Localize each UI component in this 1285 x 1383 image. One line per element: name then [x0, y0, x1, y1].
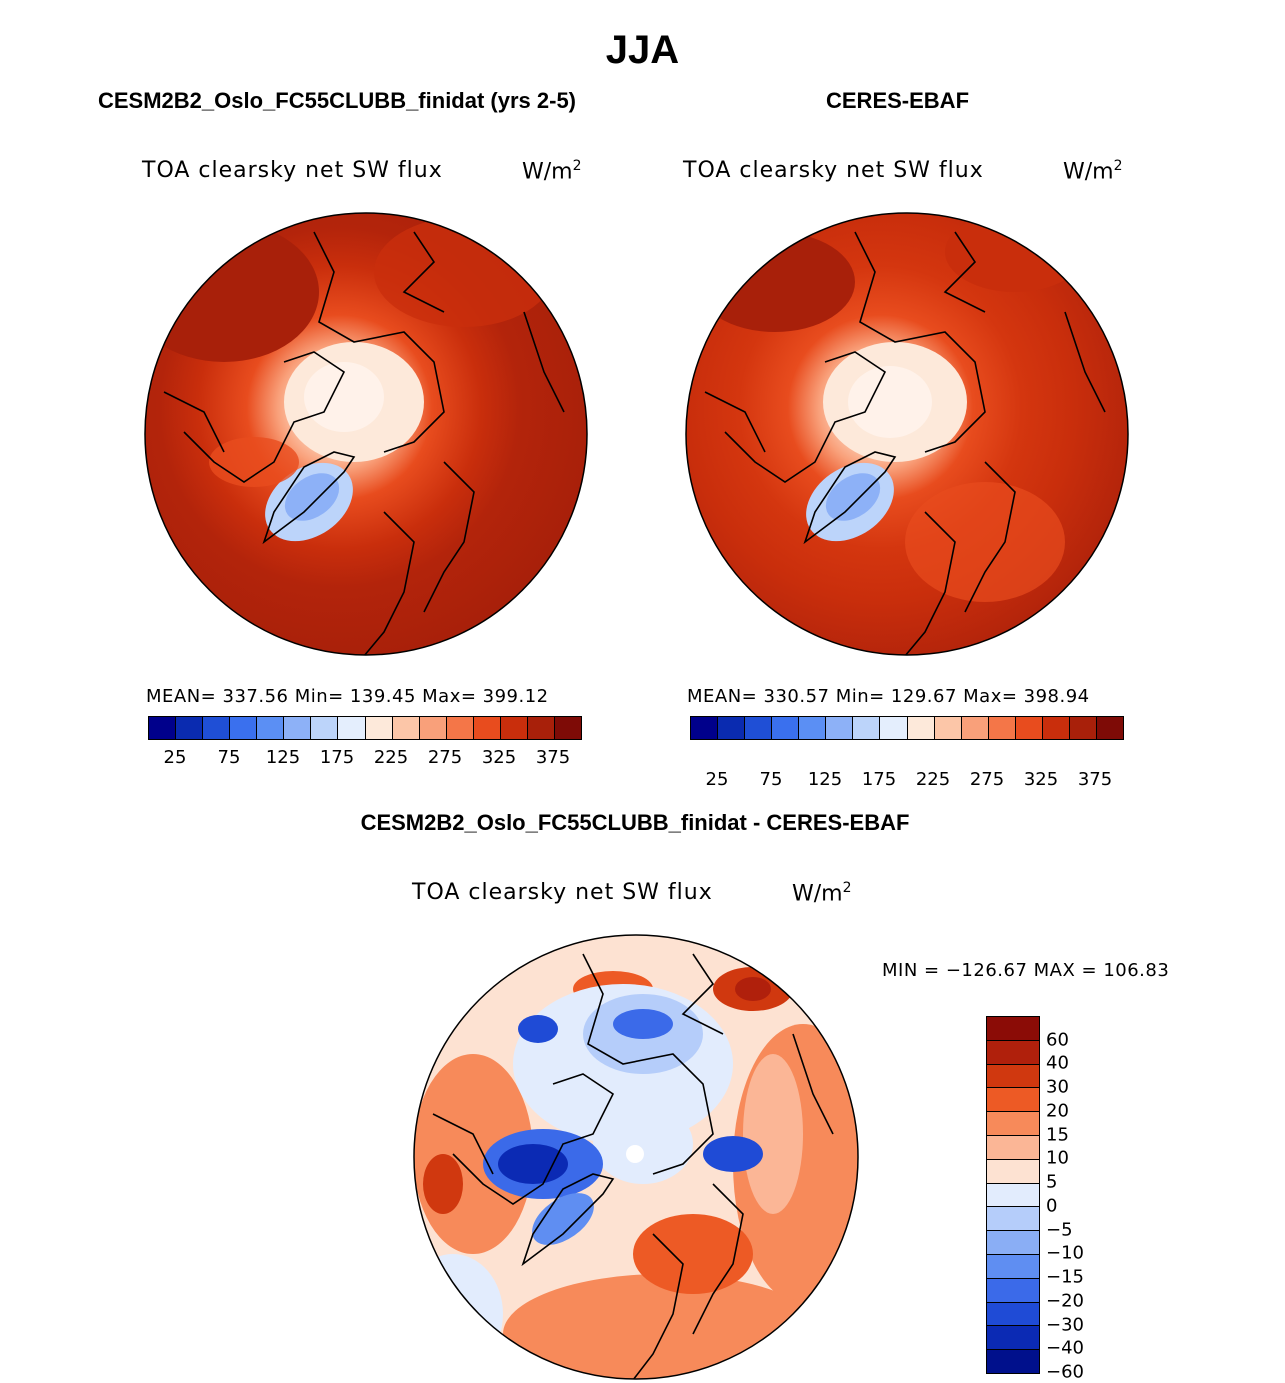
- polar-map-diff: [413, 934, 859, 1380]
- colorbar-swatch: [772, 717, 800, 739]
- colorbar-tick-label: 375: [535, 747, 571, 768]
- colorbar-swatch: [419, 717, 447, 739]
- panel-title-diff: CESM2B2_Oslo_FC55CLUBB_finidat - CERES-E…: [360, 810, 910, 835]
- colorbar-ticks-model: 25 75 125 175 225 275 325 375: [148, 747, 580, 769]
- colorbar-swatch: [987, 1159, 1039, 1184]
- colorbar-tick-label: −30: [1046, 1314, 1084, 1336]
- colorbar-swatch: [338, 717, 366, 739]
- panel-title-model: CESM2B2_Oslo_FC55CLUBB_finidat (yrs 2-5): [98, 88, 577, 113]
- colorbar-swatch: [907, 717, 935, 739]
- colorbar-swatch: [853, 717, 881, 739]
- colorbar-swatch: [284, 717, 312, 739]
- colorbar-tick-label: 325: [481, 747, 517, 768]
- colorbar-swatch: [987, 1064, 1039, 1089]
- variable-label-obs: TOA clearsky net SW flux: [683, 158, 984, 183]
- colorbar-tick-label: −40: [1046, 1337, 1084, 1359]
- colorbar-swatch: [203, 717, 231, 739]
- figure-title: JJA: [605, 28, 680, 72]
- colorbar-tick-label: 375: [1077, 769, 1113, 790]
- colorbar-ticks-obs: 25 75 125 175 225 275 325 375: [690, 769, 1122, 791]
- colorbar-swatch: [1096, 717, 1123, 739]
- colorbar-tick-label: −15: [1046, 1266, 1084, 1288]
- colorbar-swatch: [745, 717, 773, 739]
- colorbar-swatch: [987, 1183, 1039, 1208]
- colorbar-model: [148, 716, 582, 740]
- colorbar-tick-label: 0: [1046, 1195, 1058, 1217]
- colorbar-swatch: [987, 1278, 1039, 1303]
- colorbar-swatch: [988, 717, 1016, 739]
- colorbar-tick-label: 175: [861, 769, 897, 790]
- colorbar-swatch: [987, 1135, 1039, 1160]
- colorbar-swatch: [934, 717, 962, 739]
- colorbar-swatch: [500, 717, 528, 739]
- unit-label-obs: W/m2: [1063, 158, 1123, 185]
- polar-map-obs: [685, 212, 1129, 656]
- colorbar-swatch: [149, 717, 177, 739]
- colorbar-tick-label: 325: [1023, 769, 1059, 790]
- colorbar-swatch: [987, 1040, 1039, 1065]
- colorbar-swatch: [554, 717, 581, 739]
- colorbar-tick-label: −60: [1046, 1361, 1084, 1383]
- variable-label-diff: TOA clearsky net SW flux: [412, 880, 713, 905]
- colorbar-tick-label: 225: [373, 747, 409, 768]
- colorbar-swatch: [880, 717, 908, 739]
- colorbar-swatch: [392, 717, 420, 739]
- colorbar-swatch: [987, 1112, 1039, 1136]
- colorbar-tick-label: 15: [1046, 1124, 1069, 1146]
- colorbar-swatch: [799, 717, 827, 739]
- colorbar-tick-label: −20: [1046, 1290, 1084, 1312]
- colorbar-tick-label: 5: [1046, 1171, 1058, 1193]
- colorbar-tick-label: 175: [319, 747, 355, 768]
- colorbar-swatch: [691, 717, 719, 739]
- colorbar-swatch: [257, 717, 285, 739]
- colorbar-swatch: [987, 1207, 1039, 1232]
- colorbar-tick-label: 10: [1046, 1147, 1069, 1169]
- colorbar-swatch: [365, 717, 393, 739]
- colorbar-swatch: [987, 1231, 1039, 1255]
- colorbar-swatch: [311, 717, 339, 739]
- colorbar-swatch: [527, 717, 555, 739]
- colorbar-tick-label: 60: [1046, 1029, 1069, 1051]
- colorbar-tick-label: 125: [265, 747, 301, 768]
- unit-label-diff: W/m2: [792, 880, 852, 907]
- stats-model: MEAN= 337.56 Min= 139.45 Max= 399.12: [146, 686, 549, 707]
- colorbar-tick-label: 75: [759, 769, 783, 790]
- colorbar-swatch: [1015, 717, 1043, 739]
- variable-label-model: TOA clearsky net SW flux: [142, 158, 443, 183]
- colorbar-diff: [986, 1016, 1040, 1374]
- panel-title-obs: CERES-EBAF: [826, 88, 970, 113]
- unit-label-model: W/m2: [522, 158, 582, 185]
- colorbar-swatch: [473, 717, 501, 739]
- colorbar-swatch: [1042, 717, 1070, 739]
- colorbar-tick-label: −10: [1046, 1242, 1084, 1264]
- colorbar-swatch: [826, 717, 854, 739]
- colorbar-swatch: [1069, 717, 1097, 739]
- colorbar-swatch: [961, 717, 989, 739]
- colorbar-swatch: [230, 717, 258, 739]
- colorbar-swatch: [987, 1088, 1039, 1113]
- colorbar-tick-label: 20: [1046, 1100, 1069, 1122]
- colorbar-swatch: [987, 1254, 1039, 1279]
- colorbar-swatch: [987, 1326, 1039, 1351]
- colorbar-tick-label: 25: [705, 769, 729, 790]
- stats-diff: MIN = −126.67 MAX = 106.83: [882, 960, 1170, 981]
- colorbar-tick-label: 125: [807, 769, 843, 790]
- colorbar-tick-label: 40: [1046, 1052, 1069, 1074]
- colorbar-swatch: [987, 1302, 1039, 1327]
- colorbar-swatch: [446, 717, 474, 739]
- colorbar-tick-label: −5: [1046, 1219, 1073, 1241]
- colorbar-swatch: [718, 717, 746, 739]
- colorbar-swatch: [176, 717, 204, 739]
- colorbar-tick-label: 275: [427, 747, 463, 768]
- stats-obs: MEAN= 330.57 Min= 129.67 Max= 398.94: [687, 686, 1090, 707]
- colorbar-tick-label: 30: [1046, 1076, 1069, 1098]
- colorbar-tick-label: 25: [163, 747, 187, 768]
- polar-map-model: [144, 212, 588, 656]
- colorbar-tick-label: 275: [969, 769, 1005, 790]
- colorbar-obs: [690, 716, 1124, 740]
- colorbar-tick-label: 75: [217, 747, 241, 768]
- colorbar-tick-label: 225: [915, 769, 951, 790]
- colorbar-swatch: [987, 1350, 1039, 1373]
- colorbar-swatch: [987, 1017, 1039, 1041]
